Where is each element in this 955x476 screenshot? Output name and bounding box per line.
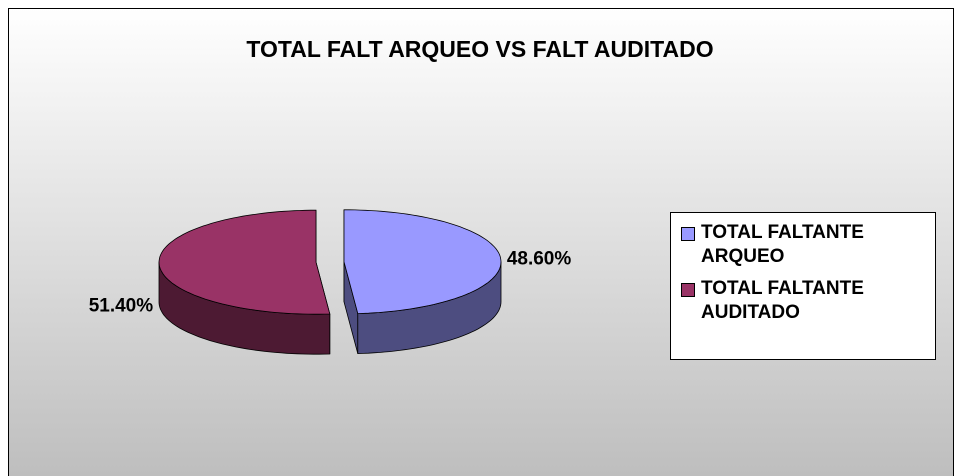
legend-label: TOTAL FALTANTE ARQUEO [701, 222, 864, 267]
slice [343, 209, 502, 315]
legend-swatch [681, 227, 695, 241]
legend: TOTAL FALTANTE ARQUEO TOTAL FALTANTE AUDI… [670, 212, 936, 360]
legend-swatch [681, 283, 695, 297]
legend-item: TOTAL FALTANTE AUDITADO [681, 277, 929, 325]
legend-label: TOTAL FALTANTE AUDITADO [701, 278, 864, 323]
legend-item: TOTAL FALTANTE ARQUEO [681, 221, 929, 269]
data-label: 51.40% [89, 296, 154, 317]
data-label: 48.60% [507, 249, 572, 270]
chart-title: TOTAL FALT ARQUEO VS FALT AUDITADO [246, 36, 713, 62]
slice [158, 209, 331, 315]
